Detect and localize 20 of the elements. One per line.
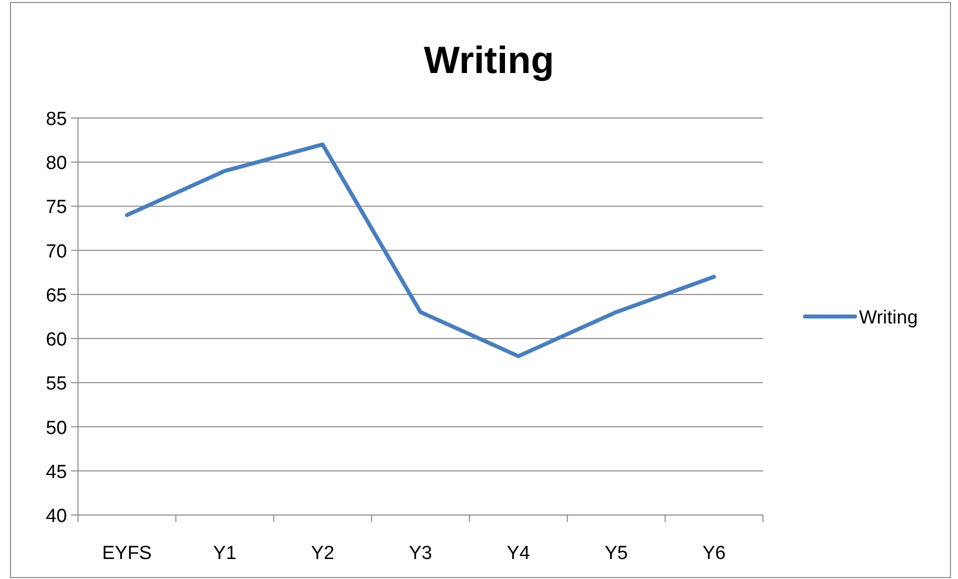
y-tick-label: 55 [46,374,67,395]
x-tick-label: Y4 [506,543,530,564]
line-series [124,142,716,358]
y-tick-label: 80 [46,153,67,174]
y-tick-label: 75 [46,197,67,218]
x-tick-label: Y3 [408,543,432,564]
y-tick-label: 70 [46,241,67,262]
y-tick-label: 45 [46,462,67,483]
y-tick-label: 50 [46,418,67,439]
x-tick-label: Y5 [604,543,628,564]
chart-title: Writing [424,40,554,82]
x-tick-label: Y1 [213,543,236,564]
y-tick-label: 40 [46,506,67,527]
x-tick-label: EYFS [102,543,152,564]
x-tick-label: Y2 [311,543,334,564]
y-tick-label: 60 [46,330,67,351]
y-tick-label: 65 [46,285,67,306]
y-tick-label: 85 [46,109,67,130]
x-tick-label: Y6 [702,543,726,564]
legend-label: Writing [859,308,918,328]
